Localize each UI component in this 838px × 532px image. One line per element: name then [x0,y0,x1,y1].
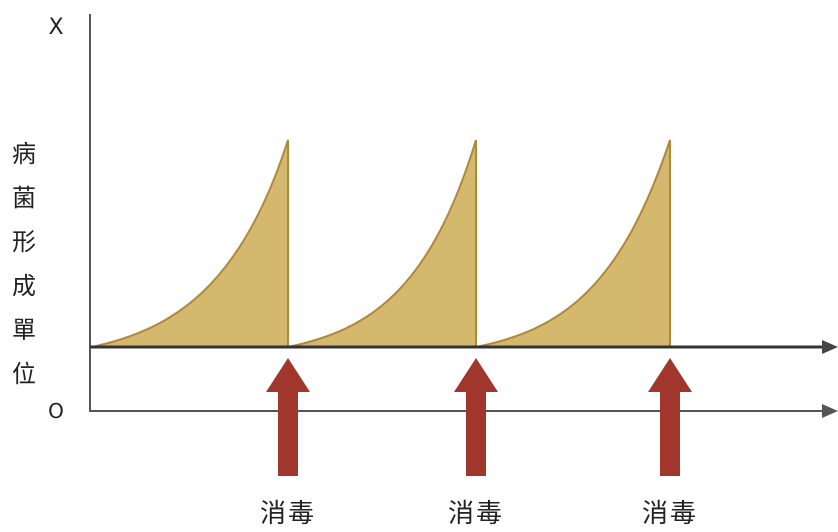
disinfection-arrow-1 [266,358,310,476]
baseline-axis-arrowhead [822,340,838,354]
disinfection-arrow-3 [648,358,692,476]
y-axis-label-line-3: 單位 [12,316,38,388]
y-axis-label: 病菌 形成 單位 [12,132,60,396]
zero-axis-arrowhead [822,404,838,418]
y-axis-label-line-2: 形成 [12,228,38,300]
event-label-2: 消毒 [448,499,504,529]
growth-curve-2 [287,139,477,348]
y-axis-zero-label: O [48,399,64,423]
disinfection-arrow-2 [454,358,498,476]
growth-curve-3 [475,139,671,348]
y-axis-label-line-1: 病菌 [12,140,38,212]
event-label-3: 消毒 [642,499,698,529]
growth-curve-1 [91,139,289,348]
y-axis-top-label: X [48,15,63,40]
event-label-1: 消毒 [260,499,316,529]
